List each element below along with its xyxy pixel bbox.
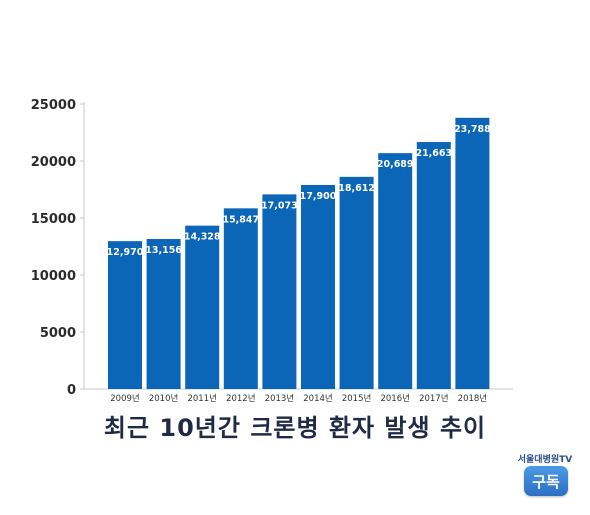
x-tick-label: 2013년: [265, 393, 294, 404]
subscribe-button[interactable]: 구독: [524, 466, 568, 496]
bar-value-label: 17,073: [261, 200, 298, 211]
bar: [185, 225, 220, 389]
x-tick-label: 2015년: [342, 393, 371, 404]
x-tick-label: 2011년: [187, 393, 216, 404]
x-tick-label: 2010년: [149, 393, 178, 404]
bar-value-label: 12,970: [107, 247, 144, 258]
bar-value-label: 13,156: [145, 245, 182, 256]
bar-value-label: 18,612: [338, 183, 375, 194]
y-tick-label: 15000: [31, 212, 76, 227]
y-tick-label: 0: [67, 383, 76, 398]
x-tick-label: 2012년: [226, 393, 255, 404]
y-tick-label: 10000: [31, 269, 76, 284]
x-tick-label: 2017년: [419, 393, 448, 404]
bar-value-label: 14,328: [184, 232, 221, 243]
bar: [416, 142, 451, 389]
bar-value-label: 17,900: [300, 191, 337, 202]
bar: [262, 194, 297, 389]
bar: [108, 241, 142, 389]
bar-value-label: 20,689: [377, 159, 414, 170]
y-tick-label: 25000: [31, 98, 76, 113]
bar: [455, 117, 490, 389]
x-tick-label: 2009년: [110, 393, 139, 404]
channel-label: 서울대병원TV: [517, 455, 573, 465]
x-tick-label: 2016년: [380, 393, 409, 404]
chart-title: 최근 10년간 크론병 환자 발생 추이: [103, 414, 487, 442]
x-tick-label: 2018년: [458, 393, 487, 404]
y-tick-label: 5000: [40, 326, 76, 341]
x-tick-label: 2014년: [303, 393, 332, 404]
bar: [339, 176, 374, 389]
y-tick-label: 20000: [31, 155, 76, 170]
bar-value-label: 15,847: [222, 214, 259, 225]
bar: [223, 208, 258, 389]
bar: [301, 184, 335, 389]
bar-value-label: 23,788: [454, 124, 491, 135]
bar-value-label: 21,663: [415, 148, 452, 159]
bar: [146, 239, 181, 389]
bar: [378, 153, 413, 389]
